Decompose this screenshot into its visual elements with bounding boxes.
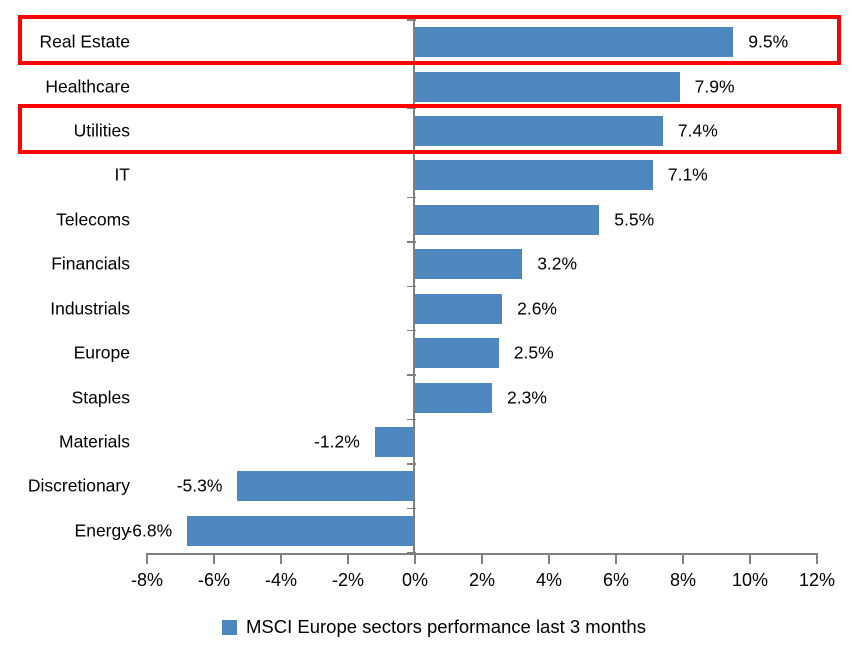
category-label: Staples bbox=[71, 387, 130, 408]
value-axis-tick bbox=[816, 553, 818, 564]
category-label: Europe bbox=[73, 342, 130, 363]
highlight-box-real-estate bbox=[18, 15, 841, 66]
value-label: -1.2% bbox=[314, 431, 360, 452]
category-axis-tick bbox=[407, 241, 416, 243]
value-axis-tick bbox=[280, 553, 282, 564]
bar-materials bbox=[374, 426, 415, 457]
value-label: 3.2% bbox=[537, 253, 578, 274]
legend-swatch bbox=[222, 619, 237, 635]
category-axis-tick bbox=[407, 196, 416, 199]
value-label: 7.4% bbox=[677, 120, 718, 141]
bar-industrials bbox=[415, 293, 503, 324]
category-label: Discretionary bbox=[27, 475, 130, 496]
legend: MSCI Europe sectors performance last 3 m… bbox=[222, 616, 646, 638]
bar-discretionary bbox=[237, 471, 415, 502]
value-label: 2.3% bbox=[507, 387, 547, 408]
value-axis-tick-label: 4% bbox=[535, 570, 562, 590]
value-axis-tick-label: 6% bbox=[602, 570, 629, 590]
bar-utilities bbox=[415, 116, 663, 147]
category-label: Industrials bbox=[50, 298, 130, 319]
value-axis-tick bbox=[749, 553, 751, 564]
value-axis-tick bbox=[347, 553, 349, 564]
value-axis-tick-label: -4% bbox=[264, 570, 297, 590]
value-axis-tick bbox=[615, 553, 617, 564]
bar-telecoms bbox=[415, 204, 600, 235]
category-label: Healthcare bbox=[45, 76, 130, 97]
bar-staples bbox=[415, 382, 493, 413]
category-axis-tick bbox=[407, 329, 416, 332]
value-axis-tick bbox=[213, 553, 215, 564]
value-axis-tick bbox=[682, 553, 684, 564]
category-label: Energy bbox=[74, 520, 130, 541]
value-label: 2.6% bbox=[517, 298, 557, 319]
value-label: 5.5% bbox=[614, 209, 655, 230]
category-label: IT bbox=[114, 164, 130, 185]
bar-real-estate bbox=[415, 27, 734, 58]
value-label: -6.8% bbox=[126, 520, 173, 541]
category-axis-tick bbox=[407, 418, 416, 421]
value-label: -5.3% bbox=[176, 475, 223, 496]
value-label: 9.5% bbox=[748, 31, 789, 52]
value-label: 7.9% bbox=[694, 76, 735, 97]
category-label: Financials bbox=[51, 253, 130, 274]
legend-label: MSCI Europe sectors performance last 3 m… bbox=[246, 616, 646, 637]
value-axis-tick bbox=[548, 553, 550, 564]
value-axis-tick-label: 2% bbox=[468, 570, 495, 590]
category-axis-tick bbox=[407, 374, 416, 376]
bar-it bbox=[415, 160, 653, 191]
value-axis-tick-label: 10% bbox=[731, 570, 769, 590]
category-axis-tick bbox=[407, 107, 416, 110]
value-axis-tick-label: 0% bbox=[401, 570, 428, 590]
category-axis-tick bbox=[407, 463, 416, 465]
value-label: 2.5% bbox=[513, 342, 554, 363]
value-axis-tick bbox=[414, 553, 416, 564]
value-axis-tick-label: 8% bbox=[669, 570, 696, 590]
bar-financials bbox=[415, 249, 523, 280]
bar-healthcare bbox=[415, 71, 680, 102]
category-label: Real Estate bbox=[39, 31, 130, 52]
category-label: Telecoms bbox=[56, 209, 130, 230]
bar-europe bbox=[415, 338, 499, 369]
category-axis-tick bbox=[407, 285, 416, 287]
value-axis-tick-label: -8% bbox=[130, 570, 163, 590]
value-axis-tick-label: 12% bbox=[798, 570, 836, 590]
category-axis-tick bbox=[407, 507, 416, 510]
category-label: Materials bbox=[59, 431, 130, 452]
category-axis-tick bbox=[407, 552, 416, 554]
highlight-box-utilities bbox=[18, 103, 841, 155]
value-label: 7.1% bbox=[667, 164, 708, 185]
value-axis-tick-label: -6% bbox=[197, 570, 230, 590]
category-label: Utilities bbox=[73, 120, 130, 141]
value-axis-tick bbox=[481, 553, 483, 564]
value-axis-tick bbox=[146, 553, 148, 564]
bar-energy bbox=[187, 515, 415, 546]
category-axis-tick bbox=[407, 19, 416, 21]
value-axis-tick-label: -2% bbox=[331, 570, 364, 590]
